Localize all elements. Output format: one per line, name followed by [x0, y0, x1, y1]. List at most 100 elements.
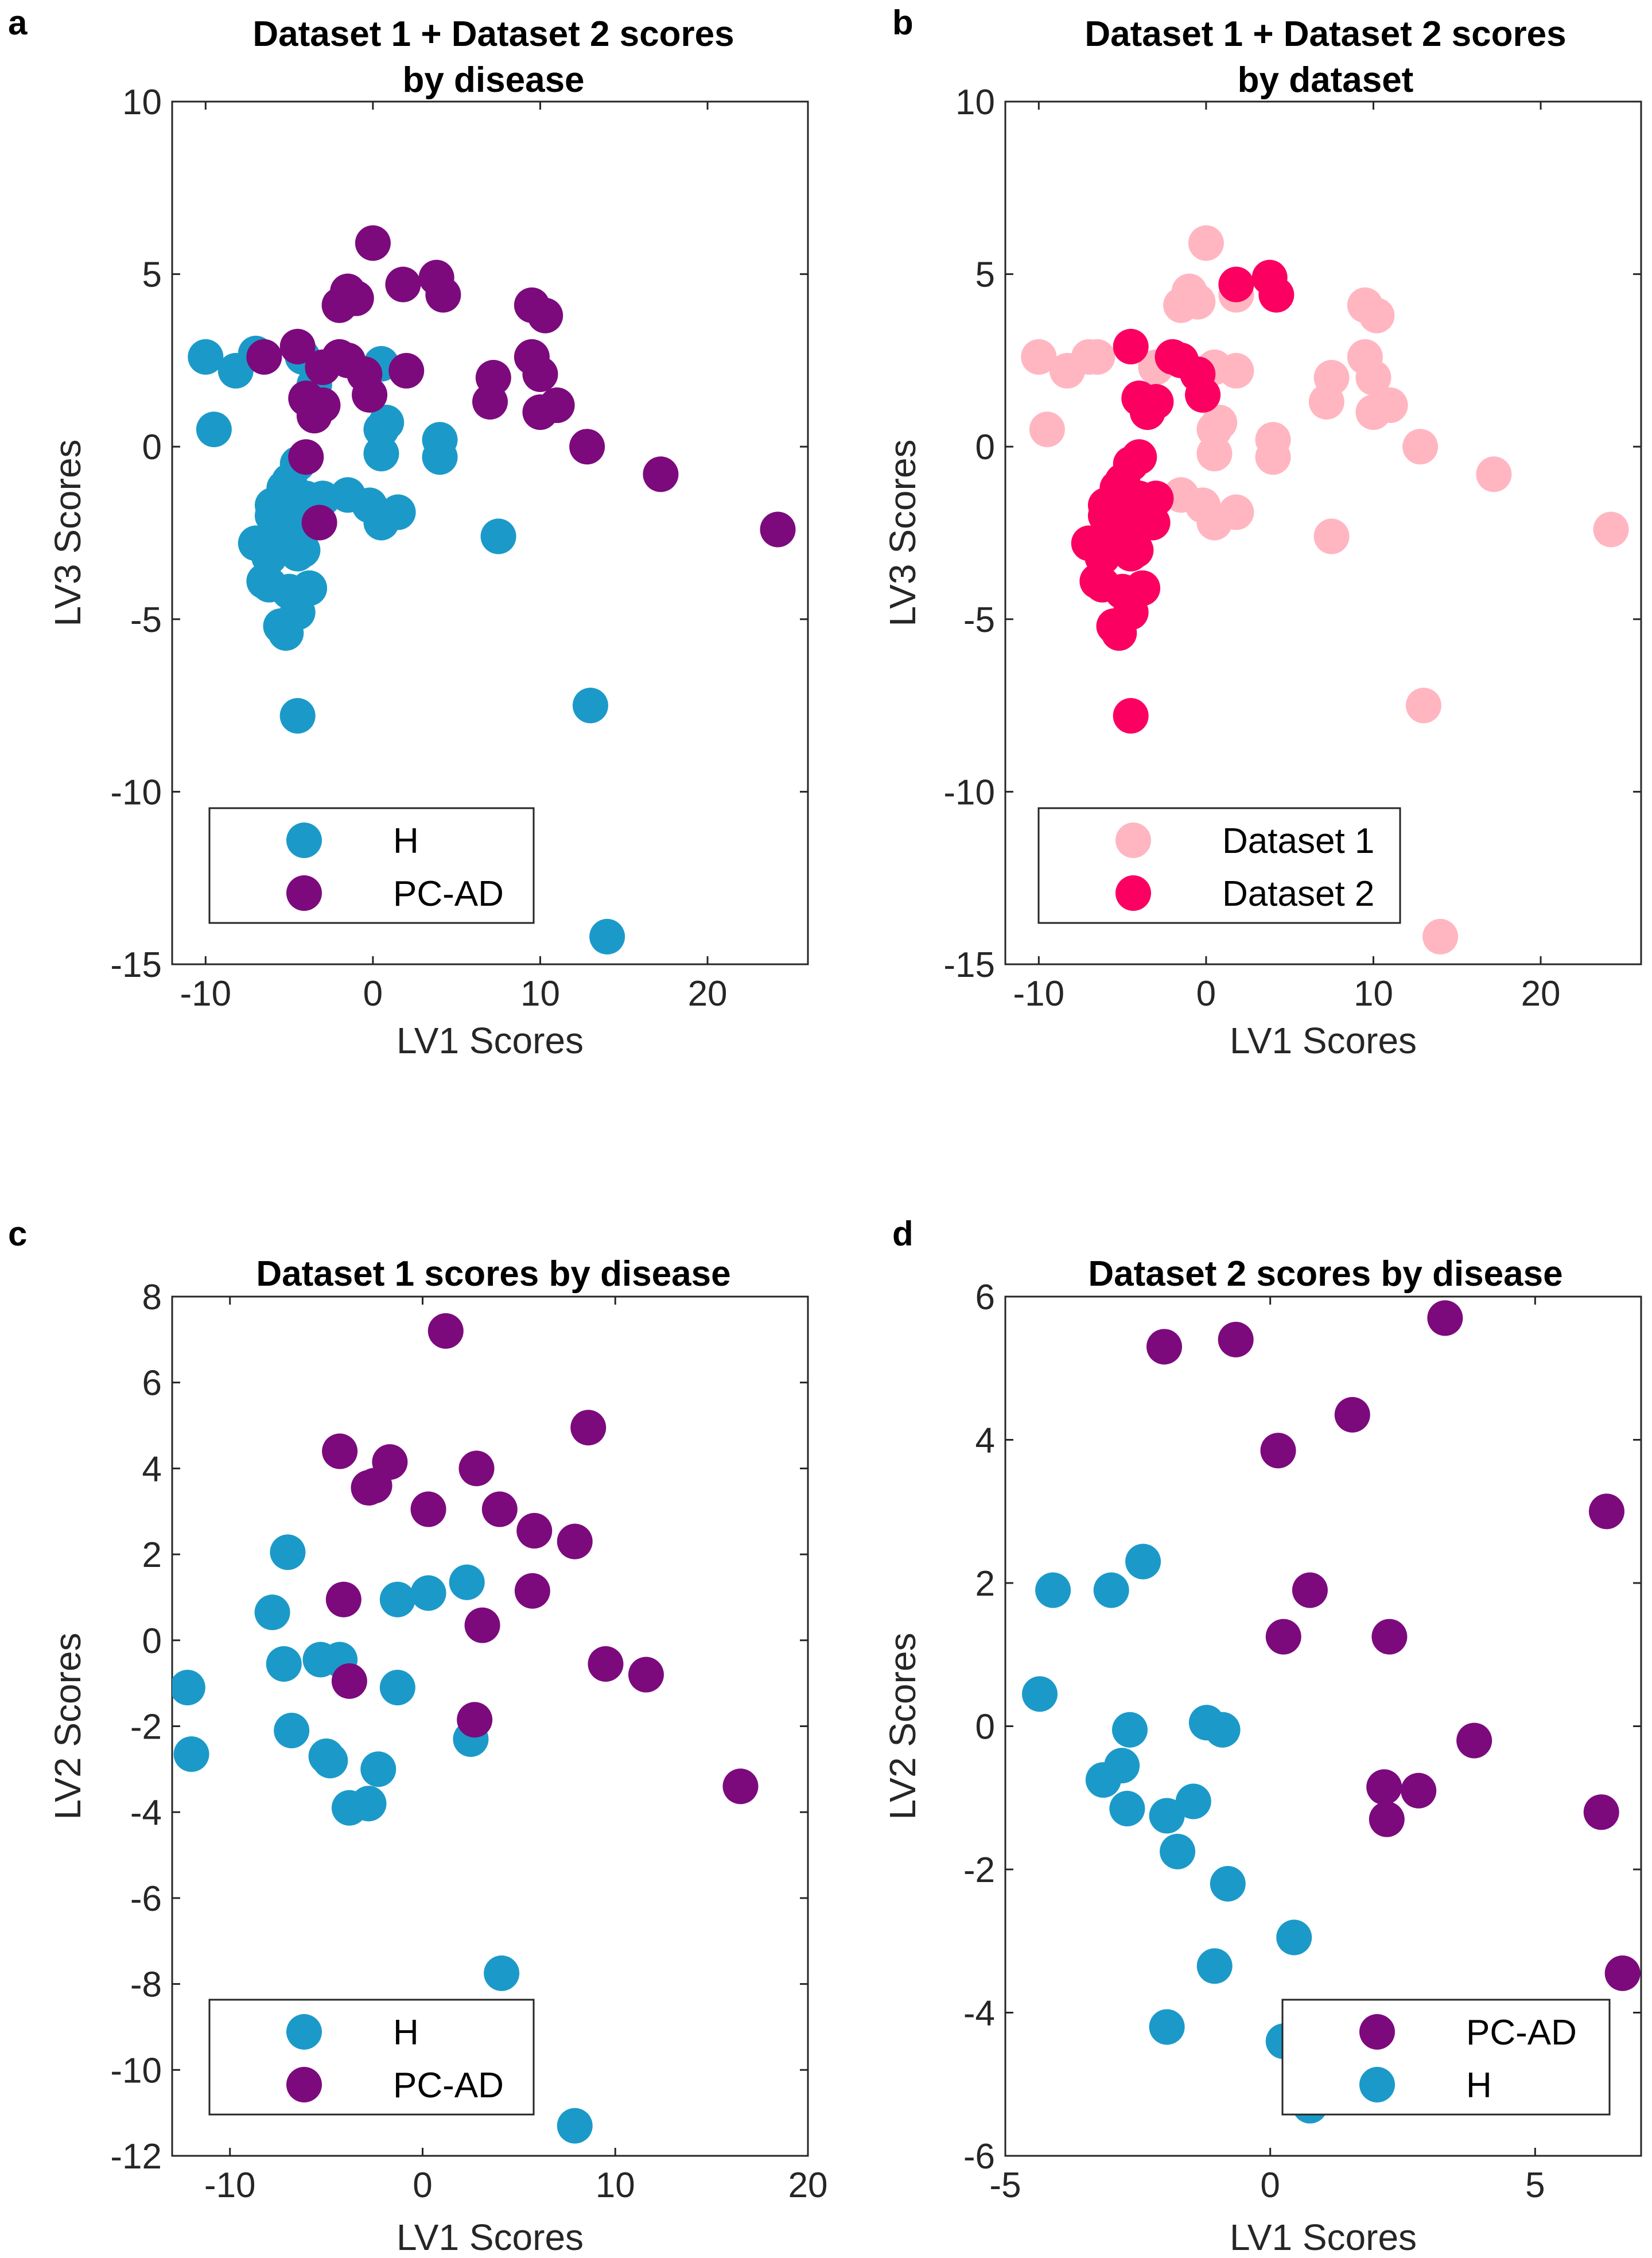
legend-label: H	[393, 2013, 419, 2053]
point-h	[557, 2108, 593, 2144]
point-dataset-1	[1079, 339, 1115, 375]
point-dataset-2	[1218, 266, 1254, 302]
x-tick-label: 0	[363, 974, 383, 1014]
point-h	[379, 1670, 415, 1706]
point-pc-ad	[1604, 1955, 1641, 1991]
point-h	[363, 436, 399, 472]
y-tick-label: 2	[142, 1535, 162, 1575]
point-h	[268, 615, 304, 651]
point-pc-ad	[1265, 1619, 1301, 1655]
point-pc-ad	[1427, 1300, 1463, 1336]
y-tick-label: 4	[975, 1421, 995, 1461]
point-pc-ad	[322, 1433, 358, 1469]
point-h	[449, 1564, 485, 1600]
y-tick-label: 5	[142, 255, 162, 295]
point-dataset-1	[1476, 456, 1512, 492]
point-pc-ad	[457, 1702, 493, 1738]
point-dataset-2	[1258, 277, 1295, 313]
panel-letter: c	[8, 1215, 27, 1253]
point-pc-ad	[1334, 1396, 1370, 1433]
point-h	[422, 439, 458, 475]
y-tick-label: 8	[142, 1278, 162, 1317]
y-tick-label: -10	[110, 773, 162, 812]
point-pc-ad	[288, 439, 324, 475]
point-dataset-2	[1113, 328, 1149, 364]
point-pc-ad	[722, 1768, 759, 1805]
legend: H PC-AD	[208, 1999, 535, 2116]
point-h	[188, 339, 224, 375]
point-pc-ad	[1371, 1619, 1408, 1655]
data-points	[172, 1313, 759, 2144]
legend: H PC-AD	[208, 807, 535, 924]
point-h	[1149, 1798, 1185, 1834]
point-h	[589, 918, 625, 955]
point-h	[1204, 1712, 1241, 1748]
x-tick-label: 10	[596, 2166, 635, 2205]
x-axis-label: LV1 Scores	[1230, 2217, 1417, 2258]
point-pc-ad	[539, 387, 575, 424]
point-dataset-1	[1255, 439, 1291, 475]
point-dataset-1	[1308, 384, 1344, 420]
x-tick-label: 20	[1521, 974, 1561, 1014]
legend-box	[208, 1999, 535, 2116]
x-axis-label: LV1 Scores	[1230, 1020, 1417, 1061]
point-pc-ad	[522, 356, 558, 392]
point-pc-ad	[338, 280, 374, 316]
chart-title: by dataset	[1238, 60, 1414, 100]
point-h	[572, 688, 608, 724]
legend-marker	[1115, 822, 1151, 858]
point-h	[173, 1736, 209, 1772]
y-tick-label: -4	[130, 1793, 162, 1833]
y-tick-label: -8	[130, 1965, 162, 2005]
point-h	[312, 1743, 348, 1779]
point-h	[274, 1712, 310, 1748]
point-h	[1093, 1572, 1129, 1608]
point-dataset-1	[1402, 429, 1439, 465]
point-pc-ad	[1588, 1493, 1624, 1530]
panel-d: d Dataset 2 scores by disease -5 0 5 -6 -4 -2 0 2…	[882, 1215, 1642, 2258]
point-pc-ad	[569, 429, 605, 465]
point-h	[254, 1594, 290, 1631]
y-tick-label: -6	[963, 2137, 995, 2176]
legend-label: H	[393, 821, 419, 861]
point-h	[368, 405, 405, 441]
point-dataset-1	[1180, 284, 1216, 320]
y-tick-label: -12	[110, 2137, 162, 2176]
y-tick-label: -6	[130, 1879, 162, 1919]
plot-frame	[1004, 100, 1642, 965]
point-h	[172, 1670, 205, 1706]
point-dataset-1	[1218, 352, 1254, 389]
point-dataset-1	[1359, 297, 1395, 333]
point-h	[480, 518, 516, 554]
point-pc-ad	[588, 1646, 624, 1682]
point-pc-ad	[1366, 1769, 1402, 1805]
y-tick-label: 0	[142, 1621, 162, 1661]
point-pc-ad	[628, 1656, 664, 1693]
point-dataset-1	[1355, 359, 1391, 395]
point-dataset-1	[1313, 518, 1350, 554]
point-h	[1022, 1676, 1058, 1712]
y-tick-label: 10	[955, 83, 995, 122]
legend-marker	[286, 822, 322, 858]
x-tick-label: 20	[688, 974, 728, 1014]
point-h	[279, 536, 316, 572]
point-h	[1125, 1543, 1161, 1580]
point-dataset-1	[1202, 405, 1238, 441]
legend-marker	[286, 2014, 322, 2050]
point-h	[351, 1786, 387, 1822]
legend-label: Dataset 1	[1222, 821, 1374, 861]
y-tick-label: -2	[963, 1850, 995, 1890]
legend-marker	[286, 875, 322, 911]
x-tick-label: 0	[413, 2166, 432, 2205]
point-pc-ad	[527, 297, 563, 333]
point-pc-ad	[352, 377, 388, 413]
x-tick-label: -10	[204, 2166, 256, 2205]
point-h	[1109, 1790, 1145, 1826]
point-pc-ad	[301, 505, 337, 541]
point-h	[1175, 1783, 1211, 1819]
point-pc-ad	[760, 511, 796, 548]
x-tick-label: 20	[788, 2166, 828, 2205]
point-h	[410, 1575, 446, 1611]
y-tick-label: 6	[142, 1364, 162, 1403]
